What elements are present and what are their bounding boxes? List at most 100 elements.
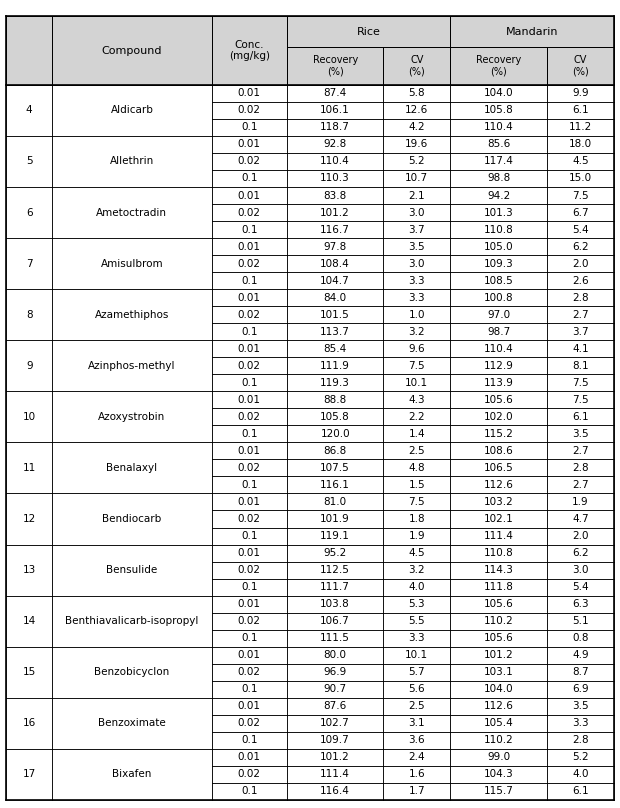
Bar <box>211 357 287 374</box>
Text: 101.2: 101.2 <box>321 208 350 217</box>
Bar <box>450 47 547 85</box>
Bar <box>383 494 450 511</box>
Text: 0.1: 0.1 <box>241 684 257 694</box>
Bar <box>547 663 614 680</box>
Bar <box>383 595 450 612</box>
Bar <box>450 306 547 323</box>
Bar <box>383 136 450 153</box>
Bar <box>383 749 450 766</box>
Bar <box>287 221 383 238</box>
Text: 110.4: 110.4 <box>484 343 513 354</box>
Bar <box>450 170 547 187</box>
Text: 3.1: 3.1 <box>409 718 425 728</box>
Text: 118.7: 118.7 <box>320 122 350 133</box>
Bar <box>211 629 287 646</box>
Text: 5.8: 5.8 <box>409 88 425 99</box>
Text: 97.8: 97.8 <box>324 242 347 251</box>
Text: 5.4: 5.4 <box>572 582 588 592</box>
Bar <box>383 170 450 187</box>
Text: 5.5: 5.5 <box>409 617 425 626</box>
Text: 114.3: 114.3 <box>484 565 513 575</box>
Bar <box>383 323 450 340</box>
Bar <box>450 340 547 357</box>
Text: 5.2: 5.2 <box>572 752 588 763</box>
Bar <box>547 47 614 85</box>
Text: 117.4: 117.4 <box>484 157 513 166</box>
Text: 80.0: 80.0 <box>324 650 347 660</box>
Bar <box>287 119 383 136</box>
Text: 106.5: 106.5 <box>484 463 513 473</box>
Bar <box>383 629 450 646</box>
Text: 85.4: 85.4 <box>324 343 347 354</box>
Bar <box>383 221 450 238</box>
Text: 107.5: 107.5 <box>321 463 350 473</box>
Text: 3.2: 3.2 <box>409 565 425 575</box>
Text: Ametoctradin: Ametoctradin <box>97 208 167 217</box>
Text: 2.8: 2.8 <box>572 292 588 303</box>
Text: 2.4: 2.4 <box>409 752 425 763</box>
Text: 5.2: 5.2 <box>409 157 425 166</box>
Text: 7.5: 7.5 <box>572 191 588 200</box>
Bar <box>6 443 52 494</box>
Bar <box>52 136 211 187</box>
Bar <box>211 323 287 340</box>
Bar <box>383 766 450 783</box>
Text: 2.7: 2.7 <box>572 480 588 490</box>
Text: CV
(%): CV (%) <box>409 55 425 77</box>
Text: 111.4: 111.4 <box>484 531 513 541</box>
Text: 95.2: 95.2 <box>324 548 347 558</box>
Text: 105.6: 105.6 <box>484 633 513 643</box>
Bar <box>547 255 614 272</box>
Bar <box>547 425 614 443</box>
Text: 6.9: 6.9 <box>572 684 588 694</box>
Text: 6.7: 6.7 <box>572 208 588 217</box>
Text: 0.02: 0.02 <box>237 617 261 626</box>
Text: 113.9: 113.9 <box>484 378 513 388</box>
Text: 115.7: 115.7 <box>484 786 513 797</box>
Bar <box>211 562 287 579</box>
Text: 1.5: 1.5 <box>409 480 425 490</box>
Text: 104.0: 104.0 <box>484 88 513 99</box>
Text: Bendiocarb: Bendiocarb <box>102 514 162 524</box>
Bar <box>383 102 450 119</box>
Bar <box>450 766 547 783</box>
Bar <box>450 698 547 715</box>
Bar <box>547 238 614 255</box>
Bar <box>6 545 52 595</box>
Bar <box>52 443 211 494</box>
Bar <box>52 238 211 289</box>
Text: Allethrin: Allethrin <box>110 157 154 166</box>
Text: 7.5: 7.5 <box>409 497 425 507</box>
Bar <box>547 272 614 289</box>
Text: 9.9: 9.9 <box>572 88 588 99</box>
Bar <box>450 425 547 443</box>
Text: 8.7: 8.7 <box>572 667 588 677</box>
Text: 106.1: 106.1 <box>321 105 350 116</box>
Bar <box>211 646 287 663</box>
Text: Aldicarb: Aldicarb <box>110 105 153 116</box>
Bar <box>450 391 547 408</box>
Bar <box>52 595 211 646</box>
Text: 7.5: 7.5 <box>572 395 588 405</box>
Bar <box>211 391 287 408</box>
Text: 0.1: 0.1 <box>241 122 257 133</box>
Bar <box>450 136 547 153</box>
Bar <box>211 238 287 255</box>
Text: 108.4: 108.4 <box>321 259 350 268</box>
Text: Amisulbrom: Amisulbrom <box>100 259 163 268</box>
Bar <box>287 698 383 715</box>
Bar <box>547 783 614 800</box>
Text: 2.8: 2.8 <box>572 735 588 745</box>
Bar <box>547 715 614 732</box>
Text: 116.7: 116.7 <box>320 225 350 234</box>
Text: 4.8: 4.8 <box>409 463 425 473</box>
Bar <box>547 612 614 629</box>
Bar <box>287 204 383 221</box>
Text: 3.3: 3.3 <box>409 292 425 303</box>
Text: 4.7: 4.7 <box>572 514 588 524</box>
Text: 6.1: 6.1 <box>572 412 588 422</box>
Text: Benzoximate: Benzoximate <box>98 718 166 728</box>
Bar <box>547 153 614 170</box>
Bar <box>52 494 211 545</box>
Text: 13: 13 <box>22 565 36 575</box>
